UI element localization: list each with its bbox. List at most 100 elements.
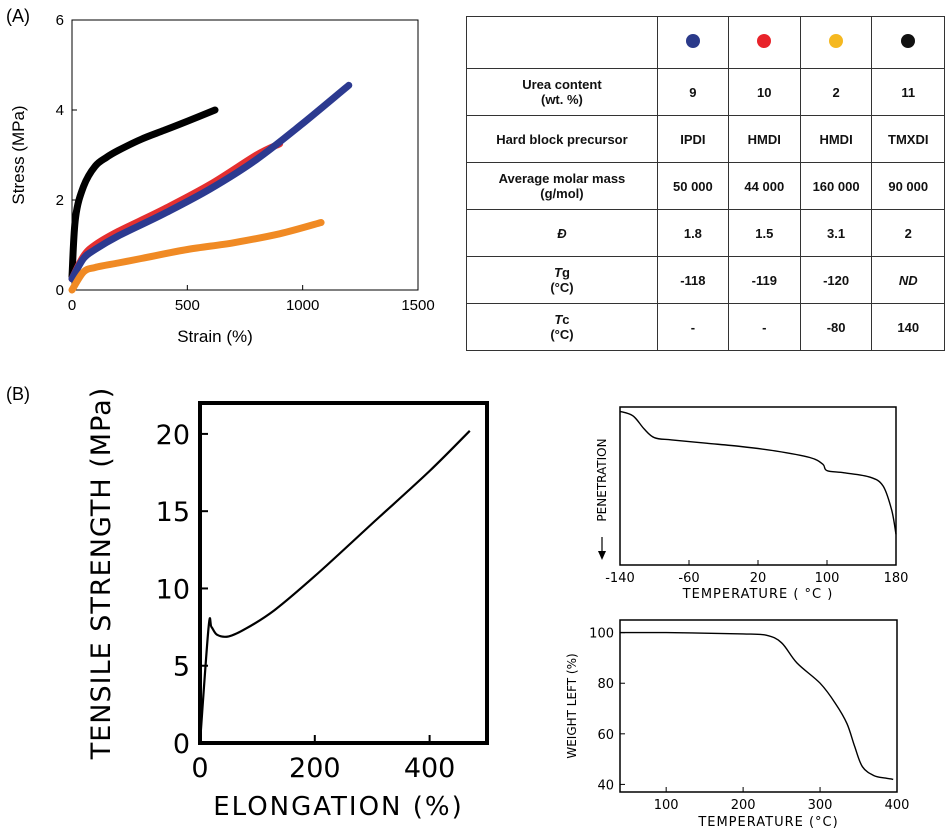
y-tick-label: 10 [156,574,190,605]
series-line-2 [68,81,353,283]
table-row: Average molar mass (g/mol) 50 000 44 000… [466,162,945,210]
y-axis-label: PENETRATION [595,438,609,521]
x-tick-label: 0 [191,753,208,784]
x-axis-label: TEMPERATURE (°C) [697,815,838,830]
table-row: Đ 1.8 1.5 3.1 2 [466,209,945,257]
x-tick-label: 400 [404,753,456,784]
penetration-arrow-head [598,551,606,560]
y-tick-label: 60 [597,728,614,743]
table-cell: 10 [727,68,801,116]
table-cell: 2 [799,68,873,116]
table-dot-cell [727,16,801,69]
series-dot-red [757,34,772,48]
panel-a-label: (A) [6,6,30,26]
row-label-urea: Urea content (wt. %) [466,68,658,116]
table-cell: 9 [656,68,729,116]
y-tick-label: 5 [173,652,190,683]
y-tick-label: 0 [173,729,190,760]
table-cell: 50 000 [656,162,729,210]
x-tick-label: 500 [175,297,200,314]
row-label-tc: Tc (°C) [466,303,658,351]
tg-unit: (°C) [550,280,574,295]
plot-frame [619,619,898,793]
table-dot-cell [871,16,945,69]
x-tick-label: 1500 [401,297,434,314]
y-tick-label: 40 [597,778,614,793]
table-row: Urea content (wt. %) 9 10 2 11 [466,68,945,116]
y-tick-label: 4 [56,102,64,119]
series-line-0 [620,631,894,781]
table-cell: 1.5 [727,209,801,257]
row-label-dispersity: Đ [466,209,658,257]
x-tick-label: 100 [654,798,679,813]
x-tick-label: 100 [815,571,840,586]
x-tick-label: 1000 [286,297,319,314]
table-cell: - [656,303,729,351]
table-cell: 1.8 [656,209,729,257]
penetration-chart: -140 -60 20 100 180 TEMPERATURE ( °C ) PENETRA… [595,406,909,602]
table-cell: 160 000 [799,162,873,210]
table-cell: IPDI [656,115,729,163]
table-dot-cell [656,16,729,69]
series-dot-black [901,34,916,48]
tc-symbol: T [554,312,563,327]
plot-frame [71,19,419,291]
table-cell: 2 [871,209,945,257]
x-tick-label: 300 [808,798,833,813]
panel-b-label: (B) [6,384,30,404]
series-line-0 [68,106,219,280]
table-cell: 11 [871,68,945,116]
tc-unit: (°C) [550,327,574,342]
x-tick-label: 0 [68,297,76,314]
table-cell: -80 [799,303,873,351]
tg-subscript: g [561,265,570,280]
table-cell: -119 [727,256,801,304]
table-cell: -118 [656,256,729,304]
table-corner-cell [466,16,658,69]
series-line-3 [68,219,325,294]
x-tick-label: 200 [289,753,341,784]
plot-frame [198,401,489,745]
x-axis-label: Strain (%) [177,327,253,346]
table-header-row [466,16,945,69]
row-label-hard-block: Hard block precursor [466,115,658,163]
table-cell: HMDI [799,115,873,163]
series-line-0 [198,430,471,744]
x-tick-label: -140 [605,571,635,586]
table-dot-cell [799,16,873,69]
table-cell: HMDI [727,115,801,163]
table-cell: 140 [871,303,945,351]
series-dot-yellow [829,34,844,48]
x-tick-label: -60 [678,571,699,586]
y-tick-label: 2 [56,192,64,209]
table-row: Tg (°C) -118 -119 -120 ND [466,256,945,304]
x-tick-label: 400 [885,798,910,813]
y-tick-label: 0 [56,282,64,299]
table-cell: -120 [799,256,873,304]
table-row: Hard block precursor IPDI HMDI HMDI TMXD… [466,115,945,163]
x-tick-label: 180 [884,571,909,586]
x-axis-label: ELONGATION (%) [213,792,464,822]
table-cell: 3.1 [799,209,873,257]
table-cell: 44 000 [727,162,801,210]
table-cell: TMXDI [871,115,945,163]
series-dot-navy [685,34,700,48]
stress-strain-chart: 0 500 1000 1500 0 2 4 6 Strain (%) Stress (MPa) [9,12,435,346]
y-tick-label: 20 [156,420,190,451]
series-line-0 [619,410,897,535]
x-axis-label: TEMPERATURE ( °C ) [682,587,834,602]
y-axis-label: WEIGHT LEFT (%) [565,653,579,758]
x-tick-label: 20 [750,571,767,586]
table-row: Tc (°C) - - -80 140 [466,303,945,351]
x-tick-label: 200 [731,798,756,813]
tc-subscript: c [562,312,570,327]
y-tick-label: 6 [56,12,64,29]
row-label-molar-mass: Average molar mass (g/mol) [466,162,658,210]
table-cell: ND [871,256,945,304]
y-tick-label: 100 [589,627,614,642]
tensile-strength-chart: 0 200 400 0 5 10 15 20 ELONGATION (%) TENSILE STR… [86,387,489,822]
table-cell: 90 000 [871,162,945,210]
weight-loss-chart: 100 200 300 400 40 60 80 100 TEMPERATURE (°C) WEI… [565,619,910,830]
row-label-tg: Tg (°C) [466,256,658,304]
y-axis-label: TENSILE STRENGTH (MPa) [86,387,117,761]
